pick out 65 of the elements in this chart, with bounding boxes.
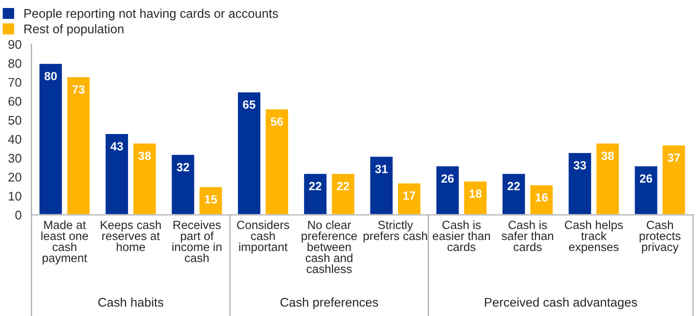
bar <box>661 144 686 215</box>
bar <box>434 164 460 215</box>
data-label: 26 <box>441 174 454 183</box>
bar <box>302 172 328 215</box>
x-tick-label: Receives part of income in cash <box>172 220 222 262</box>
x-tick-label: Keeps cash reserves at home <box>100 220 161 252</box>
bar <box>330 172 356 215</box>
data-label: 16 <box>536 193 548 202</box>
bar <box>501 172 526 215</box>
data-label: 43 <box>110 142 123 150</box>
data-label: 32 <box>176 162 190 172</box>
y-tick-label: 10 <box>8 192 22 201</box>
y-tick-label: 80 <box>8 59 22 68</box>
bar <box>104 132 130 215</box>
x-tick-label: Cash is easier than cards <box>432 220 490 252</box>
y-tick-label: 70 <box>8 78 22 87</box>
x-tick-label: Considers cash important <box>237 220 290 254</box>
bar <box>528 184 554 215</box>
data-label: 73 <box>72 85 85 94</box>
text: Cash preferences <box>280 298 378 310</box>
bar <box>567 152 592 215</box>
text: Cash habits <box>98 298 164 307</box>
bar <box>66 76 92 215</box>
bar <box>264 108 290 215</box>
bar <box>595 142 620 215</box>
bar <box>462 180 488 215</box>
bar <box>170 154 196 215</box>
x-tick-label: Made at least one cash payment <box>41 220 88 264</box>
data-label: 80 <box>44 72 57 80</box>
data-label: 38 <box>601 152 614 160</box>
data-label: 38 <box>138 152 151 160</box>
y-tick-label: 20 <box>8 172 22 182</box>
data-label: 22 <box>309 182 322 190</box>
data-label: 33 <box>574 161 586 170</box>
data-label: 37 <box>668 153 680 162</box>
x-tick-label: Cash protects privacy <box>640 220 680 254</box>
data-label: 17 <box>403 192 416 200</box>
y-tick-label: 0 <box>15 210 22 220</box>
y-tick-label: 50 <box>8 116 22 125</box>
bar <box>38 62 64 215</box>
data-label: 31 <box>375 164 388 174</box>
legend-label: Rest of population <box>24 24 124 36</box>
text: Perceived cash advantages <box>484 298 638 310</box>
x-tick-label: Strictly prefers cash <box>364 220 428 242</box>
y-tick-label: 40 <box>8 134 22 144</box>
data-label: 65 <box>243 100 256 109</box>
bar <box>236 90 262 215</box>
x-tick-label: Cash helps track expenses <box>564 220 623 254</box>
bar <box>132 142 158 215</box>
y-tick-label: 30 <box>8 154 22 163</box>
legend-label: People reporting not having cards or accounts <box>24 8 278 20</box>
data-label: 26 <box>640 174 652 183</box>
bar <box>198 186 224 215</box>
data-label: 56 <box>270 117 284 126</box>
data-label: 22 <box>508 182 520 190</box>
data-label: 15 <box>204 195 218 204</box>
bar <box>633 164 659 215</box>
y-tick-label: 90 <box>8 40 22 49</box>
y-tick-label: 60 <box>8 96 22 106</box>
x-tick-label: No clear preference between cash and cashless <box>302 220 357 274</box>
data-label: 22 <box>336 182 350 190</box>
x-tick-label: Cash is safer than cards <box>502 220 554 252</box>
data-label: 18 <box>470 190 482 198</box>
bar <box>396 182 422 215</box>
bar <box>368 155 394 215</box>
